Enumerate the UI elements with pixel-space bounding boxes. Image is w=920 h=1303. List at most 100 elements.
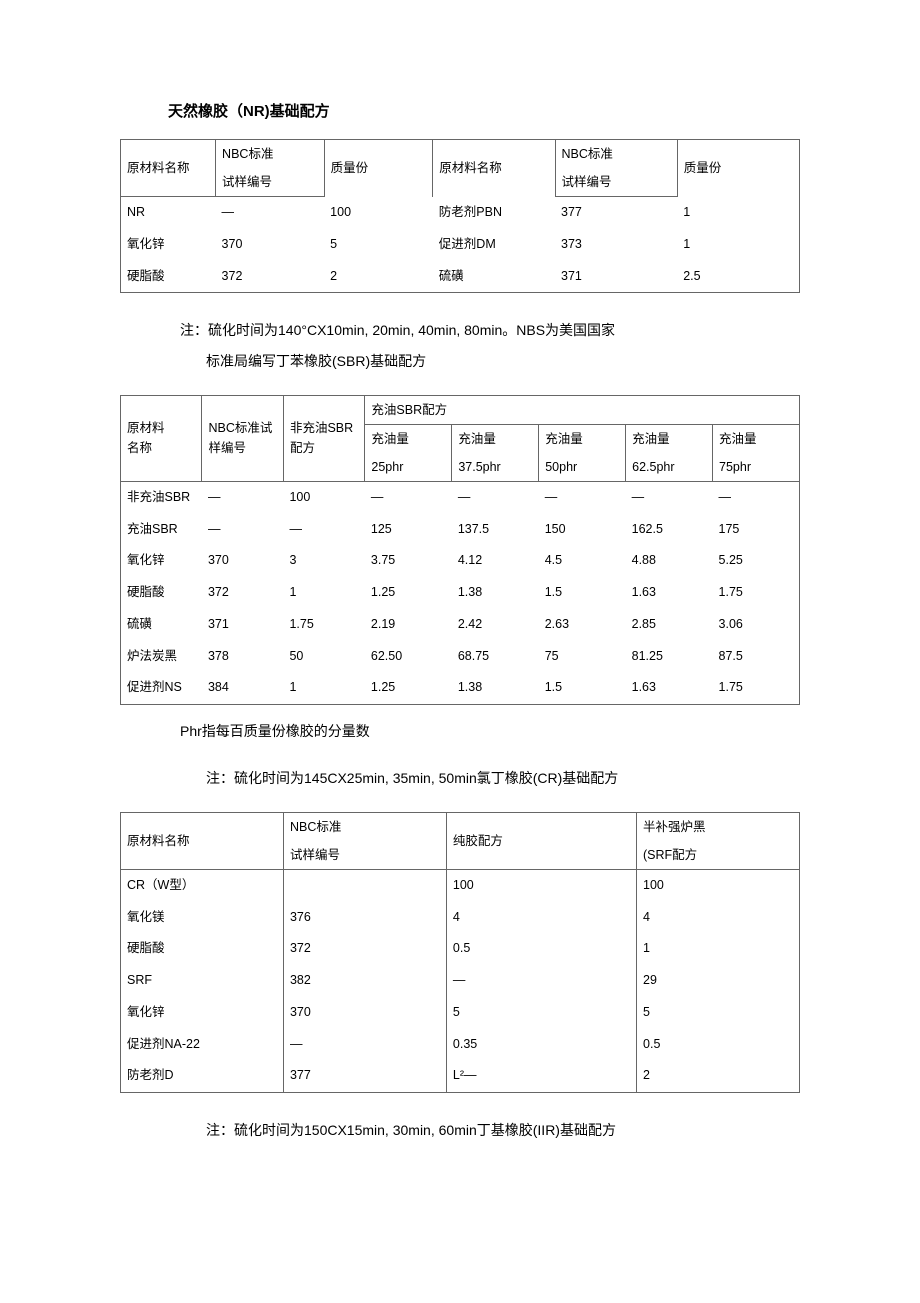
th: 半补强炉黑 bbox=[637, 812, 800, 841]
cell: 氧化锌 bbox=[121, 545, 202, 577]
table-row: 氧化锌37055 bbox=[121, 997, 800, 1029]
cell: 373 bbox=[555, 229, 677, 261]
cell: 376 bbox=[283, 902, 446, 934]
cell: 1 bbox=[637, 933, 800, 965]
cell: 378 bbox=[202, 641, 283, 673]
table-row: 炉法炭黑3785062.5068.757581.2587.5 bbox=[121, 641, 800, 673]
th: 充油SBR配方 bbox=[365, 395, 800, 424]
cell: 1.75 bbox=[713, 577, 800, 609]
text: 配方 bbox=[290, 441, 315, 455]
cell: 防老剂PBN bbox=[433, 197, 555, 229]
table-row: 氧化锌3705促进剂DM3731 bbox=[121, 229, 800, 261]
table-row: 氧化镁37644 bbox=[121, 902, 800, 934]
cell: 4.88 bbox=[626, 545, 713, 577]
cell: 3 bbox=[283, 545, 364, 577]
cell: 氧化锌 bbox=[121, 229, 216, 261]
cell: 1 bbox=[677, 197, 799, 229]
cell: 384 bbox=[202, 672, 283, 704]
cell: 377 bbox=[283, 1060, 446, 1092]
cell: — bbox=[626, 481, 713, 513]
cell: 0.35 bbox=[446, 1029, 636, 1061]
cell: 4 bbox=[637, 902, 800, 934]
cell: 5 bbox=[446, 997, 636, 1029]
cell: 硬脂酸 bbox=[121, 933, 284, 965]
cell: 5.25 bbox=[713, 545, 800, 577]
text: 样编号 bbox=[208, 441, 246, 455]
table-row: CR（W型）100100 bbox=[121, 869, 800, 901]
th: 试样编号 bbox=[216, 168, 325, 197]
th: 质量份 bbox=[677, 140, 799, 197]
cell bbox=[283, 869, 446, 901]
table-row: 硬脂酸3722硫磺3712.5 bbox=[121, 261, 800, 293]
cell: 29 bbox=[637, 965, 800, 997]
th: 50phr bbox=[539, 453, 626, 482]
cell: 371 bbox=[555, 261, 677, 293]
cell: 硬脂酸 bbox=[121, 261, 216, 293]
cell: 促进剂NS bbox=[121, 672, 202, 704]
cell: 4 bbox=[446, 902, 636, 934]
cell: 4.12 bbox=[452, 545, 539, 577]
cell: — bbox=[202, 481, 283, 513]
cell: 1.5 bbox=[539, 577, 626, 609]
cell: 2.85 bbox=[626, 609, 713, 641]
cell: 372 bbox=[216, 261, 325, 293]
cell: 1 bbox=[283, 577, 364, 609]
cell: CR（W型） bbox=[121, 869, 284, 901]
cell: 162.5 bbox=[626, 514, 713, 546]
th: 纯胶配方 bbox=[446, 812, 636, 869]
text: 非充油SBR bbox=[290, 421, 353, 435]
cell: 175 bbox=[713, 514, 800, 546]
table-row: NR—100防老剂PBN3771 bbox=[121, 197, 800, 229]
cell: 氧化锌 bbox=[121, 997, 284, 1029]
cell: 1.38 bbox=[452, 577, 539, 609]
cell: 1.63 bbox=[626, 577, 713, 609]
cell: 硫磺 bbox=[121, 609, 202, 641]
table-nr: 原材料名称 NBC标准 质量份 原材料名称 NBC标准 质量份 试样编号 试样编… bbox=[120, 139, 800, 293]
cell: 68.75 bbox=[452, 641, 539, 673]
cell: 1.75 bbox=[283, 609, 364, 641]
section2-note: 注：硫化时间为145CX25min, 35min, 50min氯丁橡胶(CR)基… bbox=[206, 763, 800, 794]
cell: 促进剂DM bbox=[433, 229, 555, 261]
cell: 3.75 bbox=[365, 545, 452, 577]
th: 原材料名称 bbox=[121, 140, 216, 197]
cell: 0.5 bbox=[446, 933, 636, 965]
th: 非充油SBR 配方 bbox=[283, 395, 364, 481]
cell: 87.5 bbox=[713, 641, 800, 673]
cell: — bbox=[283, 514, 364, 546]
table-row: 促进剂NA-22—0.350.5 bbox=[121, 1029, 800, 1061]
cell: — bbox=[446, 965, 636, 997]
cell: 370 bbox=[216, 229, 325, 261]
cell: 2.42 bbox=[452, 609, 539, 641]
cell: 2 bbox=[637, 1060, 800, 1092]
cell: — bbox=[452, 481, 539, 513]
cell: 防老剂D bbox=[121, 1060, 284, 1092]
th: 充油量 bbox=[626, 424, 713, 453]
cell: 1.25 bbox=[365, 672, 452, 704]
cell: 充油SBR bbox=[121, 514, 202, 546]
cell: 81.25 bbox=[626, 641, 713, 673]
table-row: 硫磺3711.752.192.422.632.853.06 bbox=[121, 609, 800, 641]
cell: 1.5 bbox=[539, 672, 626, 704]
cell: 促进剂NA-22 bbox=[121, 1029, 284, 1061]
cell: 137.5 bbox=[452, 514, 539, 546]
cell: 1.63 bbox=[626, 672, 713, 704]
table-cr: 原材料名称 NBC标准 纯胶配方 半补强炉黑 试样编号 (SRF配方 CR（W型… bbox=[120, 812, 800, 1093]
th: 75phr bbox=[713, 453, 800, 482]
cell: 371 bbox=[202, 609, 283, 641]
cell: — bbox=[216, 197, 325, 229]
cell: 377 bbox=[555, 197, 677, 229]
cell: — bbox=[283, 1029, 446, 1061]
text: NBC标准试 bbox=[208, 421, 272, 435]
text: 名称 bbox=[127, 441, 152, 455]
cell: 382 bbox=[283, 965, 446, 997]
cell: 372 bbox=[202, 577, 283, 609]
cell: 125 bbox=[365, 514, 452, 546]
cell: 100 bbox=[283, 481, 364, 513]
cell: 0.5 bbox=[637, 1029, 800, 1061]
cell: 2.63 bbox=[539, 609, 626, 641]
cell: 非充油SBR bbox=[121, 481, 202, 513]
th: NBC标准 bbox=[555, 140, 677, 169]
table-row: 氧化锌37033.754.124.54.885.25 bbox=[121, 545, 800, 577]
th: 充油量 bbox=[713, 424, 800, 453]
cell: 100 bbox=[637, 869, 800, 901]
